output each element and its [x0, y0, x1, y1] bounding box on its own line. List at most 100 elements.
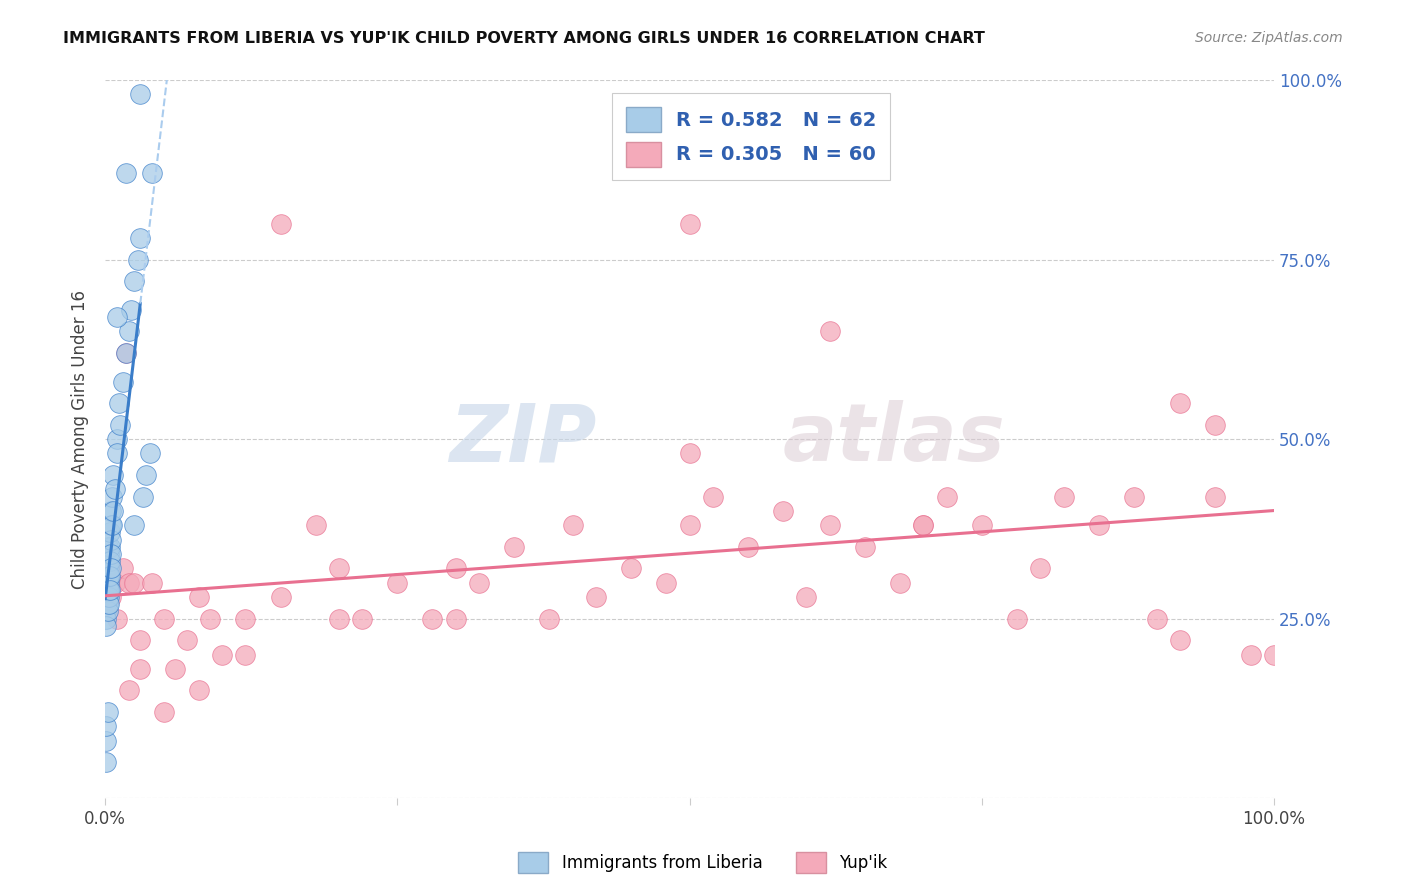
Point: [124, 274, 146, 288]
Point: [1263, 648, 1285, 662]
Point: [1122, 490, 1144, 504]
Point: [124, 518, 146, 533]
Point: [444, 561, 467, 575]
Point: [152, 611, 174, 625]
Point: [96, 561, 118, 575]
Point: [100, 518, 122, 533]
Point: [1146, 611, 1168, 625]
Text: atlas: atlas: [783, 400, 1005, 478]
Point: [96, 619, 118, 633]
Point: [96, 575, 118, 590]
Point: [141, 166, 163, 180]
Point: [97, 597, 120, 611]
Point: [422, 611, 444, 625]
Point: [152, 705, 174, 719]
Point: [387, 575, 409, 590]
Point: [96, 719, 118, 733]
Point: [135, 467, 157, 482]
Point: [97, 561, 120, 575]
Point: [100, 504, 122, 518]
Point: [98, 540, 121, 554]
Text: IMMIGRANTS FROM LIBERIA VS YUP'IK CHILD POVERTY AMONG GIRLS UNDER 16 CORRELATION: IMMIGRANTS FROM LIBERIA VS YUP'IK CHILD …: [63, 31, 986, 46]
Point: [115, 346, 138, 360]
Point: [96, 590, 118, 604]
Point: [103, 467, 125, 482]
Point: [103, 483, 125, 497]
Point: [98, 582, 121, 597]
Point: [503, 540, 526, 554]
Point: [187, 590, 209, 604]
Point: [1239, 648, 1261, 662]
Point: [98, 554, 121, 568]
Point: [96, 705, 118, 719]
Point: [889, 575, 911, 590]
Point: [352, 611, 374, 625]
Point: [97, 547, 120, 561]
Point: [620, 561, 643, 575]
Point: [1005, 611, 1028, 625]
Point: [935, 490, 957, 504]
Point: [141, 575, 163, 590]
Point: [1087, 518, 1109, 533]
Y-axis label: Child Poverty Among Girls Under 16: Child Poverty Among Girls Under 16: [72, 290, 89, 589]
Legend: Immigrants from Liberia, Yup'ik: Immigrants from Liberia, Yup'ik: [512, 846, 894, 880]
Point: [97, 575, 120, 590]
Point: [235, 611, 257, 625]
Point: [468, 575, 491, 590]
Point: [853, 540, 876, 554]
Point: [98, 525, 121, 540]
Legend: R = 0.582   N = 62, R = 0.305   N = 60: R = 0.582 N = 62, R = 0.305 N = 60: [612, 94, 890, 180]
Point: [818, 518, 841, 533]
Point: [110, 417, 132, 432]
Point: [1170, 633, 1192, 648]
Point: [200, 611, 222, 625]
Point: [772, 504, 794, 518]
Point: [120, 302, 142, 317]
Point: [304, 518, 326, 533]
Point: [96, 604, 118, 618]
Point: [96, 611, 118, 625]
Point: [678, 217, 700, 231]
Point: [97, 568, 120, 582]
Point: [678, 446, 700, 460]
Point: [818, 324, 841, 338]
Point: [211, 648, 233, 662]
Point: [444, 611, 467, 625]
Point: [131, 490, 153, 504]
Point: [117, 575, 139, 590]
Point: [165, 662, 187, 676]
Point: [96, 604, 118, 618]
Point: [1170, 396, 1192, 410]
Point: [585, 590, 607, 604]
Point: [678, 518, 700, 533]
Point: [103, 575, 125, 590]
Point: [129, 662, 152, 676]
Point: [187, 683, 209, 698]
Point: [108, 396, 131, 410]
Point: [96, 597, 118, 611]
Point: [96, 590, 118, 604]
Point: [912, 518, 935, 533]
Point: [96, 568, 118, 582]
Point: [1029, 561, 1052, 575]
Point: [124, 575, 146, 590]
Point: [96, 568, 118, 582]
Point: [127, 252, 149, 267]
Point: [105, 432, 128, 446]
Point: [270, 590, 292, 604]
Point: [970, 518, 993, 533]
Point: [105, 446, 128, 460]
Point: [96, 554, 118, 568]
Point: [538, 611, 561, 625]
Point: [1052, 490, 1074, 504]
Point: [115, 166, 138, 180]
Point: [912, 518, 935, 533]
Point: [117, 324, 139, 338]
Point: [111, 375, 134, 389]
Point: [1205, 490, 1227, 504]
Point: [702, 490, 724, 504]
Point: [105, 611, 128, 625]
Point: [328, 611, 350, 625]
Point: [98, 568, 121, 582]
Point: [96, 582, 118, 597]
